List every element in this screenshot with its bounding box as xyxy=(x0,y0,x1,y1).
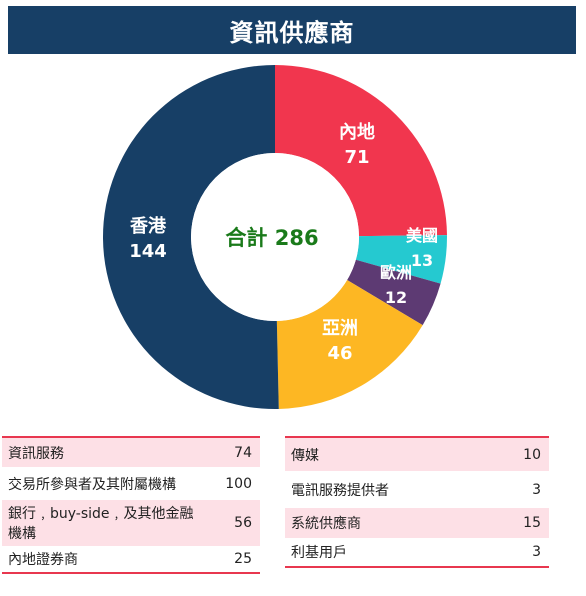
table-cell-value: 56 xyxy=(204,500,260,546)
table-row: 系統供應商 15 xyxy=(285,508,549,538)
slice-4 xyxy=(103,65,279,409)
slice-value-3: 46 xyxy=(327,343,352,364)
table-cell-label: 銀行﹐buy-side﹐及其他金融機構 xyxy=(2,500,204,546)
slice-value-0: 71 xyxy=(344,147,369,168)
table-cell-label: 系統供應商 xyxy=(285,508,490,538)
table-row: 傳媒 10 xyxy=(285,437,549,471)
slice-label-4: 香港 xyxy=(129,216,167,237)
table-row: 資訊服務 74 xyxy=(2,437,260,467)
table-cell-value: 3 xyxy=(532,481,541,498)
table-cell-label: 傳媒 xyxy=(285,437,490,471)
title-bar: 資訊供應商 xyxy=(8,6,576,54)
slice-2 xyxy=(347,259,441,326)
table-cell-label: 資訊服務 xyxy=(2,437,204,467)
center-total-label: 合計 286 xyxy=(225,226,318,250)
slice-0 xyxy=(275,65,447,237)
table-cell-value: 10 xyxy=(489,437,549,471)
table-cell-value: 3 xyxy=(532,544,541,560)
category-table-right: 傳媒 10 電訊服務提供者 3 系統供應商 15 利基用戶 3 xyxy=(285,436,549,568)
table-cell-label: 交易所參與者及其附屬機構 xyxy=(8,476,176,493)
slice-value-1: 13 xyxy=(411,251,433,270)
table-cell-label: 內地證券商 xyxy=(8,552,78,568)
category-table-left: 資訊服務 74 交易所參與者及其附屬機構 100 銀行﹐buy-side﹐及其他金融機構… xyxy=(2,436,260,574)
table-cell-value: 100 xyxy=(225,475,252,492)
table-row: 電訊服務提供者 3 xyxy=(285,471,549,508)
table-row: 內地證券商 25 xyxy=(2,546,260,573)
table-cell-value: 25 xyxy=(234,551,252,567)
slice-value-2: 12 xyxy=(385,288,407,307)
slice-label-2: 歐洲 xyxy=(380,263,412,282)
slice-3 xyxy=(276,280,423,409)
table-cell-label: 利基用戶 xyxy=(291,545,347,561)
slice-label-1: 美國 xyxy=(406,226,438,245)
table-cell-label: 電訊服務提供者 xyxy=(291,482,389,499)
slice-label-3: 亞洲 xyxy=(322,318,358,339)
chart-title: 資訊供應商 xyxy=(229,18,355,47)
table-row: 銀行﹐buy-side﹐及其他金融機構 56 xyxy=(2,500,260,546)
slice-label-0: 內地 xyxy=(339,121,375,143)
table-cell-value: 74 xyxy=(204,437,260,467)
table-row: 交易所參與者及其附屬機構 100 xyxy=(2,467,260,500)
donut-hole xyxy=(191,153,359,321)
slice-value-4: 144 xyxy=(129,241,167,262)
table-row: 利基用戶 3 xyxy=(285,538,549,567)
slice-1 xyxy=(355,235,447,284)
table-cell-value: 15 xyxy=(489,508,549,538)
